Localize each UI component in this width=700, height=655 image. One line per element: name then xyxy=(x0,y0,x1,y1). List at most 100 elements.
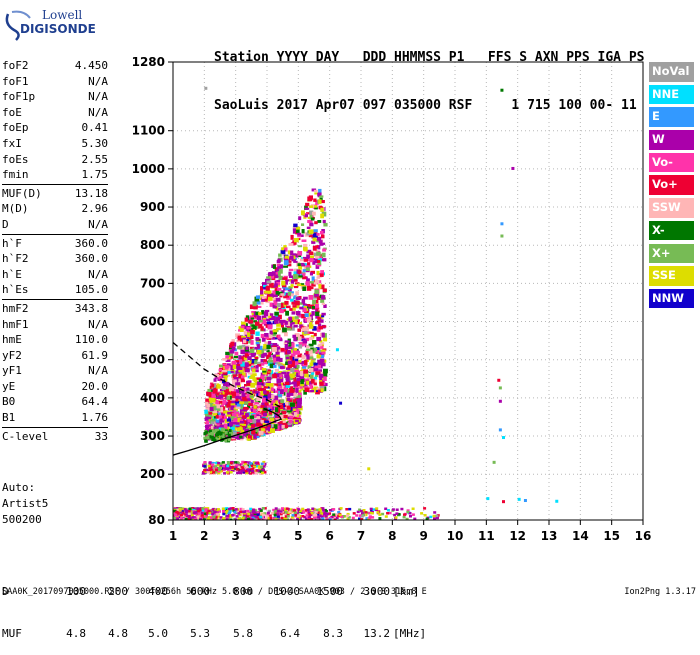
echo-point xyxy=(278,253,282,257)
echo-point xyxy=(306,249,312,254)
echo-point xyxy=(251,469,255,473)
echo-point xyxy=(263,507,267,510)
echo-point xyxy=(315,309,319,314)
echo-point xyxy=(269,293,274,298)
echo-point xyxy=(283,414,288,419)
echo-point xyxy=(222,462,226,466)
echo-point xyxy=(209,471,213,474)
echo-point xyxy=(228,466,232,470)
echo-point xyxy=(241,375,245,379)
echo-point xyxy=(212,390,217,394)
echo-point xyxy=(266,354,270,360)
echo-point xyxy=(306,226,311,229)
echo-point xyxy=(358,508,362,511)
echo-point xyxy=(296,403,302,409)
muf-value: 13.2 xyxy=(363,627,391,640)
echo-point xyxy=(268,296,273,301)
echo-point xyxy=(240,470,244,473)
echo-point xyxy=(275,337,280,340)
echo-point xyxy=(277,266,281,271)
echo-point xyxy=(242,420,247,424)
echo-point xyxy=(283,423,289,429)
echo-point xyxy=(240,393,246,397)
param-label: h`F2 xyxy=(2,252,29,266)
echo-point xyxy=(321,517,325,520)
x-tick-label: 5 xyxy=(294,529,302,543)
echo-point xyxy=(285,507,289,510)
echo-point xyxy=(245,471,249,475)
echo-point xyxy=(239,463,243,466)
echo-point xyxy=(292,399,297,404)
echo-point xyxy=(215,468,218,472)
echo-point xyxy=(286,410,292,413)
echo-point xyxy=(395,512,399,515)
echo-point xyxy=(308,515,311,518)
echo-point xyxy=(273,294,278,297)
echo-point xyxy=(244,362,249,368)
echo-point xyxy=(308,195,313,200)
echo-point xyxy=(302,363,308,367)
x-tick-label: 1 xyxy=(169,529,177,543)
legend-vo: Vo+ xyxy=(649,175,694,195)
echo-point xyxy=(239,328,244,332)
echo-point xyxy=(239,419,243,423)
legend-nne: NNE xyxy=(649,84,694,105)
echo-point xyxy=(314,192,318,195)
echo-point xyxy=(213,430,217,434)
echo-point xyxy=(381,512,385,516)
echo-point xyxy=(293,295,297,300)
echo-point xyxy=(190,514,194,518)
echo-point xyxy=(213,426,217,430)
echo-point xyxy=(305,265,310,268)
echo-point xyxy=(217,461,221,465)
echo-point xyxy=(305,202,310,207)
echo-point xyxy=(296,513,300,516)
echo-point xyxy=(243,463,247,466)
echo-point xyxy=(388,511,392,515)
echo-point xyxy=(232,342,237,347)
echo-point xyxy=(181,516,185,519)
param-label: foEs xyxy=(2,152,29,166)
echo-point-isolated xyxy=(498,386,502,390)
echo-point xyxy=(323,508,327,512)
x-tick-label: 6 xyxy=(325,529,333,543)
echo-point xyxy=(209,468,213,472)
echo-point xyxy=(319,381,324,387)
echo-point xyxy=(203,470,207,473)
echo-point xyxy=(269,390,274,393)
echo-point xyxy=(273,424,278,430)
param-separator xyxy=(2,183,108,185)
echo-point xyxy=(200,514,204,517)
echo-point xyxy=(289,382,294,385)
echo-point xyxy=(320,388,324,393)
echo-point xyxy=(215,401,220,405)
echo-point xyxy=(222,358,227,361)
echo-point xyxy=(321,312,326,316)
echo-point xyxy=(284,346,289,351)
echo-point xyxy=(310,347,315,352)
echo-point xyxy=(284,381,290,386)
echo-point xyxy=(265,383,270,387)
echo-point xyxy=(309,258,314,263)
echo-point xyxy=(300,384,305,387)
echo-point xyxy=(217,430,221,434)
echo-point xyxy=(223,410,228,414)
echo-point xyxy=(231,346,236,351)
echo-point xyxy=(187,512,191,515)
echo-point xyxy=(316,336,322,342)
echo-point xyxy=(201,507,205,510)
echo-point xyxy=(206,435,210,439)
echo-point xyxy=(302,366,307,369)
echo-point xyxy=(216,513,220,516)
param-label: MUF(D) xyxy=(2,186,42,200)
echo-point xyxy=(245,413,249,417)
echo-point xyxy=(218,510,221,513)
echo-point xyxy=(270,313,274,317)
echo-point xyxy=(239,401,245,405)
echo-point xyxy=(243,406,248,410)
echo-point xyxy=(222,363,227,367)
echo-point xyxy=(248,364,252,367)
echo-point xyxy=(287,416,291,419)
echo-point xyxy=(229,432,233,436)
echo-point xyxy=(245,346,249,350)
